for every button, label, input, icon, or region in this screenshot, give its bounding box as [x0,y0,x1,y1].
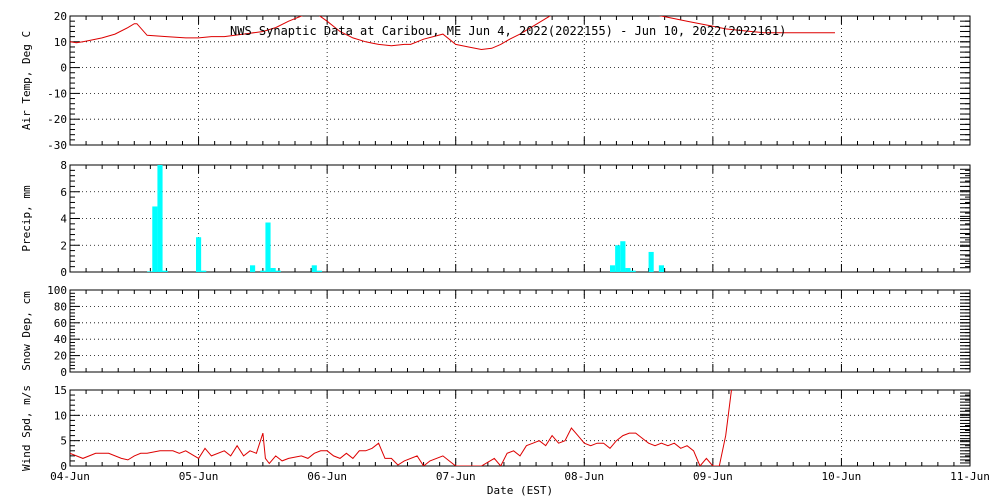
x-tick-label: 07-Jun [436,470,476,483]
y-tick-label: 8 [60,159,67,172]
precip-bar [147,271,153,272]
precip-bar [152,206,158,272]
y-tick-label: 10 [54,36,67,49]
x-tick-label: 10-Jun [822,470,862,483]
precip-bar [157,165,163,272]
y-tick-label: 60 [54,317,67,330]
y-tick-label: 4 [60,213,67,226]
y-tick-label: 20 [54,350,67,363]
x-tick-label: 05-Jun [179,470,219,483]
precip-bar [658,265,664,272]
y-axis-label: Snow Dep, cm [20,291,33,371]
y-tick-label: 0 [60,266,67,279]
y-tick-label: 80 [54,300,67,313]
x-axis-label: Date (EST) [487,484,553,497]
panel-frame [69,389,971,467]
y-axis-label: Wind Spd, m/s [20,385,33,471]
y-tick-label: 2 [60,239,67,252]
precip-bar [648,251,654,272]
precip-bar [162,270,168,272]
panel-3: 0 20 40 60 80 100 Snow Dep, cm [20,284,971,379]
chart-panels: -30 -20 -10 0 10 20 Air Temp, Deg C 0 2 4 6 8 Precip… [20,10,971,473]
precip-bar [625,267,631,272]
x-tick-label: 06-Jun [307,470,347,483]
y-tick-label: 20 [54,10,67,23]
precip-bar [196,237,202,272]
precip-bar [316,270,322,272]
y-tick-label: -10 [47,87,67,100]
precip-bar [630,270,636,272]
y-tick-label: 0 [60,460,67,473]
series-line [70,16,835,51]
y-axis-label: Precip, mm [20,185,33,252]
precip-bar [265,222,271,272]
x-tick-label: 04-Jun [50,470,90,483]
precip-bar [610,265,616,272]
y-axis-label: Air Temp, Deg C [20,31,33,130]
precip-bar [250,265,256,272]
panel-frame [69,289,971,373]
y-tick-label: 100 [47,284,67,297]
precip-bar [311,265,317,272]
y-tick-label: 10 [54,409,67,422]
y-tick-label: 0 [60,366,67,379]
precip-bar [201,270,207,272]
x-tick-label: 09-Jun [693,470,733,483]
panel-4: 0 5 10 15 Wind Spd, m/s [20,384,971,473]
precip-bar [270,267,276,272]
panel-1: -30 -20 -10 0 10 20 Air Temp, Deg C [20,10,971,152]
y-tick-label: -20 [47,113,67,126]
series-line [70,390,732,466]
y-tick-label: 5 [60,435,67,448]
precip-bar [615,245,621,272]
panel-2: 0 2 4 6 8 Precip, mm [20,159,971,279]
precip-bar [620,241,626,272]
y-tick-label: 40 [54,333,67,346]
x-tick-label: 11-Jun [950,470,990,483]
x-tick-label: 08-Jun [564,470,604,483]
chart-title: NWS Synaptic Data at Caribou, ME Jun 4, … [230,24,786,38]
x-tick-labels: 04-Jun 05-Jun 06-Jun 07-Jun 08-Jun 09-Jun 10-J… [50,470,990,483]
y-tick-label: 0 [60,62,67,75]
y-tick-label: -30 [47,139,67,152]
y-tick-label: 6 [60,186,67,199]
precip-bar [260,270,266,272]
precip-bar [275,270,281,272]
y-tick-label: 15 [54,384,67,397]
